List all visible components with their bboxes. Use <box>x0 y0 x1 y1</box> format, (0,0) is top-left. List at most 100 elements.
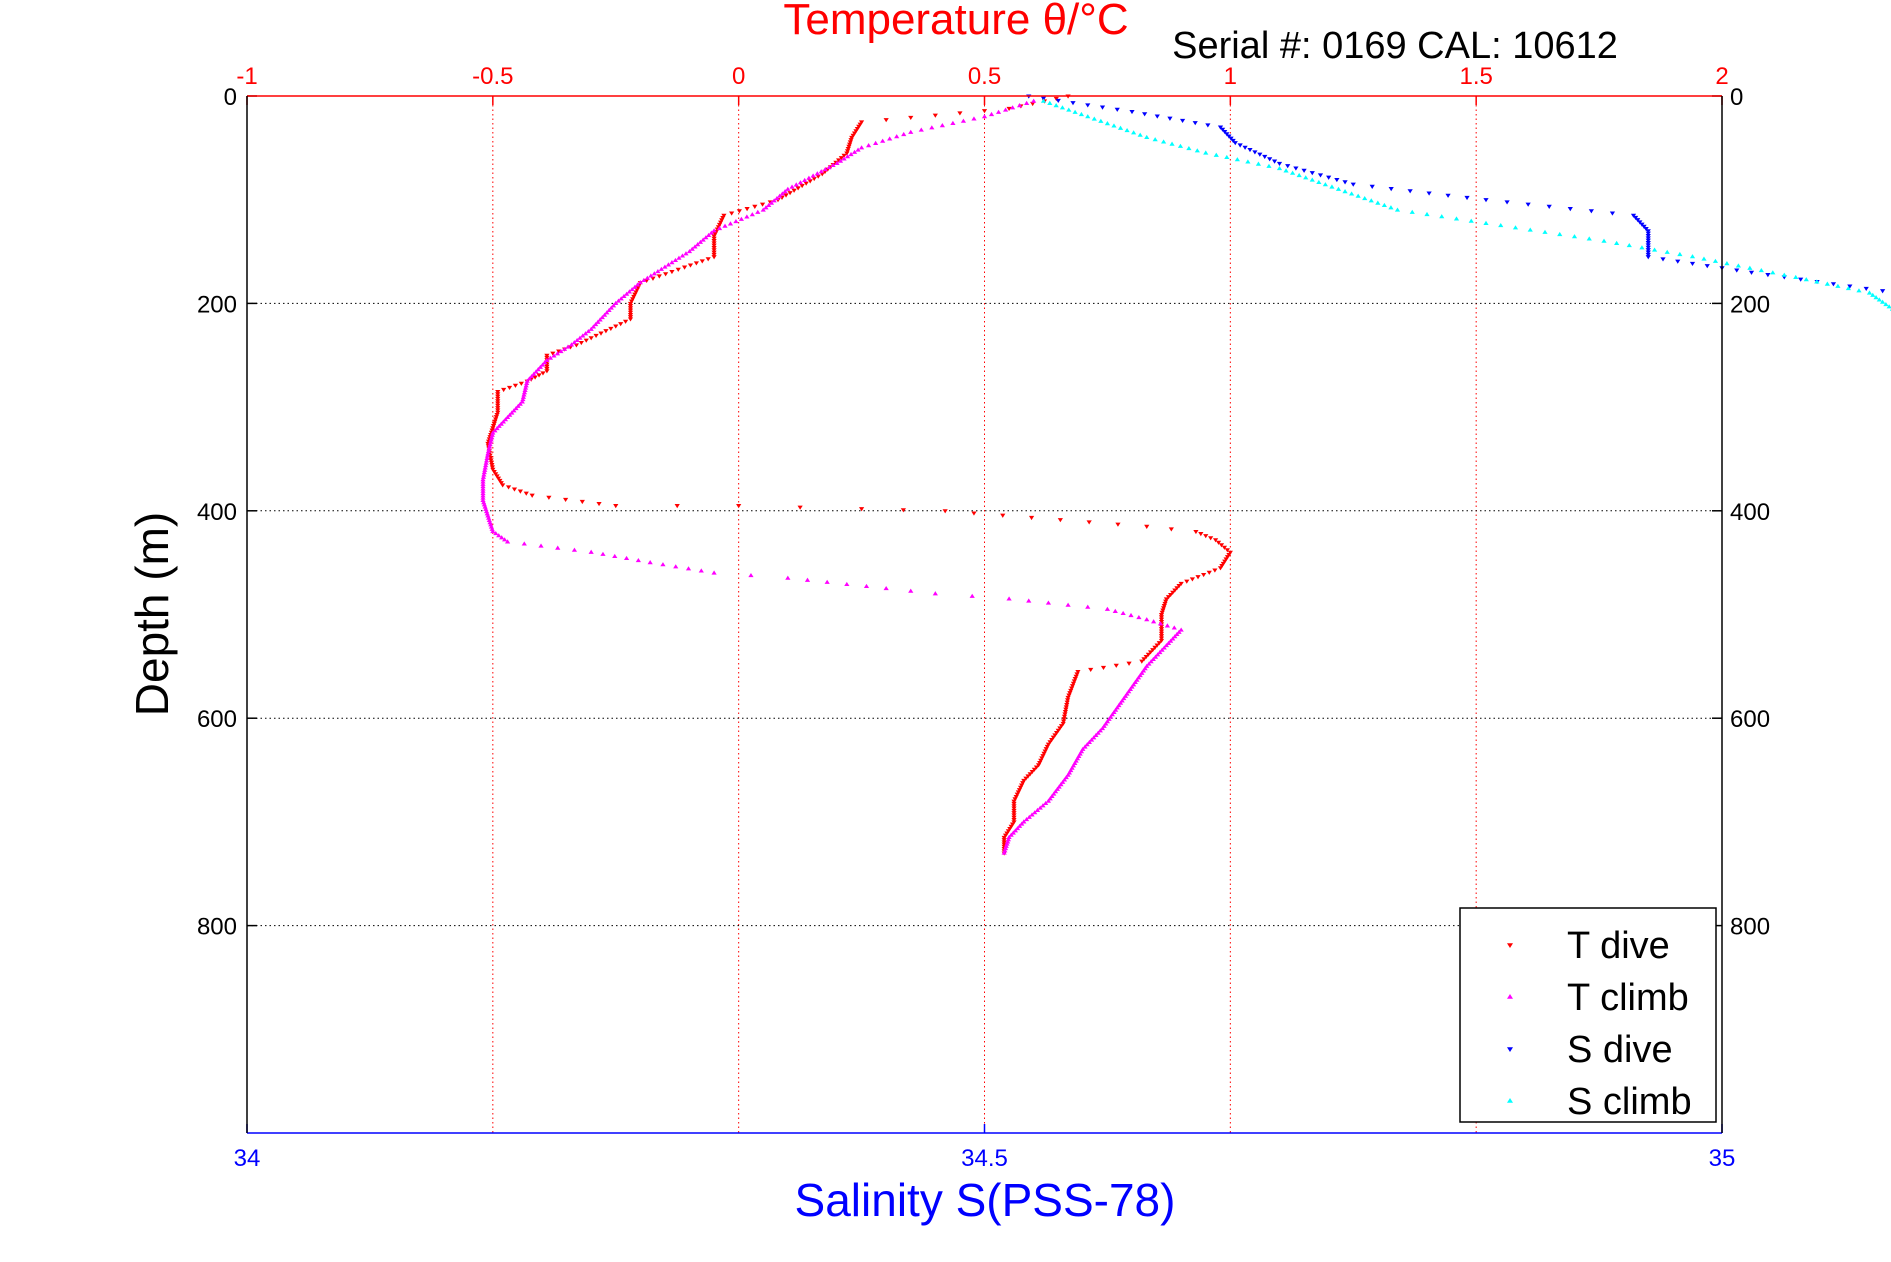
data-point <box>1176 629 1182 634</box>
data-point <box>900 508 906 513</box>
data-point <box>1724 261 1730 266</box>
data-point <box>1266 163 1272 168</box>
data-point <box>806 175 812 180</box>
data-point <box>1078 111 1085 117</box>
data-point <box>1002 848 1008 853</box>
data-point <box>613 324 619 329</box>
data-point <box>488 460 495 465</box>
legend-marker <box>1507 1098 1513 1103</box>
data-point <box>1192 121 1198 126</box>
data-point <box>1407 189 1413 194</box>
data-point <box>502 417 509 422</box>
data-point <box>1144 617 1150 622</box>
data-point <box>1329 184 1335 189</box>
data-point <box>1388 205 1394 210</box>
data-point <box>1082 744 1088 749</box>
data-point <box>499 535 505 540</box>
data-point <box>1193 529 1199 535</box>
data-point <box>1163 643 1170 648</box>
data-point <box>613 300 619 305</box>
data-point <box>1835 283 1841 288</box>
data-point <box>1158 634 1165 639</box>
data-point <box>1114 107 1120 112</box>
data-point <box>482 504 488 509</box>
data-point <box>1035 763 1042 768</box>
data-point <box>1222 559 1228 564</box>
data-point <box>1055 728 1061 733</box>
data-point <box>1335 186 1342 191</box>
data-point <box>521 392 527 397</box>
data-point <box>544 353 550 358</box>
data-point <box>511 408 517 413</box>
data-point <box>610 303 617 308</box>
depth-tick-label-right: 600 <box>1730 706 1770 733</box>
data-point <box>628 299 635 304</box>
data-point <box>627 301 634 306</box>
data-point <box>822 167 828 172</box>
data-point <box>755 209 761 214</box>
data-point <box>635 282 641 287</box>
data-point <box>1171 625 1177 630</box>
data-point <box>1453 216 1460 221</box>
data-point <box>1301 168 1307 173</box>
data-point <box>1213 152 1219 157</box>
data-point <box>1164 623 1170 628</box>
data-point <box>1152 645 1158 650</box>
data-point <box>1039 756 1045 761</box>
data-point <box>1011 799 1017 804</box>
data-point <box>585 328 591 334</box>
data-point <box>1011 801 1017 807</box>
data-point <box>1770 270 1776 275</box>
data-point <box>504 414 511 420</box>
data-point <box>932 113 938 118</box>
data-point <box>1012 797 1018 802</box>
data-point <box>1011 806 1017 811</box>
data-point <box>771 198 777 203</box>
data-point <box>1031 767 1037 772</box>
data-point <box>1013 794 1019 800</box>
data-point <box>1054 786 1060 791</box>
temperature-tick-label: 1 <box>1224 63 1237 90</box>
data-point <box>623 555 630 561</box>
data-point <box>1355 193 1361 198</box>
data-point <box>1158 636 1165 641</box>
data-point <box>1409 209 1415 214</box>
data-point <box>1015 790 1021 795</box>
data-point <box>1042 749 1048 754</box>
data-point <box>1154 114 1160 119</box>
data-point <box>711 255 717 260</box>
data-point <box>1639 222 1645 227</box>
data-point <box>834 160 840 165</box>
data-point <box>1201 572 1207 578</box>
data-point <box>1157 621 1164 626</box>
data-point <box>1747 265 1753 270</box>
data-point <box>1088 737 1095 742</box>
data-point <box>802 177 808 183</box>
data-point <box>593 322 599 327</box>
data-point <box>1483 220 1489 225</box>
data-point <box>1205 123 1211 128</box>
data-point <box>720 215 726 221</box>
data-point <box>1017 785 1024 790</box>
data-point <box>1161 645 1167 650</box>
data-point <box>1223 557 1229 562</box>
data-point <box>1675 259 1681 264</box>
data-point <box>783 193 789 198</box>
data-point <box>1158 631 1165 636</box>
data-point <box>1162 601 1168 606</box>
data-point <box>1029 769 1035 775</box>
data-point <box>1066 693 1072 698</box>
data-point <box>971 511 977 516</box>
data-point <box>521 390 528 395</box>
data-point <box>627 306 634 311</box>
data-point <box>744 214 750 219</box>
data-point <box>606 307 612 313</box>
data-point <box>1847 284 1853 289</box>
depth-tick-label-right: 800 <box>1730 914 1770 941</box>
legend-label: T climb <box>1567 977 1689 1019</box>
data-point <box>1159 647 1165 652</box>
data-point <box>692 244 698 249</box>
data-point <box>789 184 795 189</box>
data-point <box>1803 277 1809 282</box>
data-point <box>1651 247 1658 252</box>
